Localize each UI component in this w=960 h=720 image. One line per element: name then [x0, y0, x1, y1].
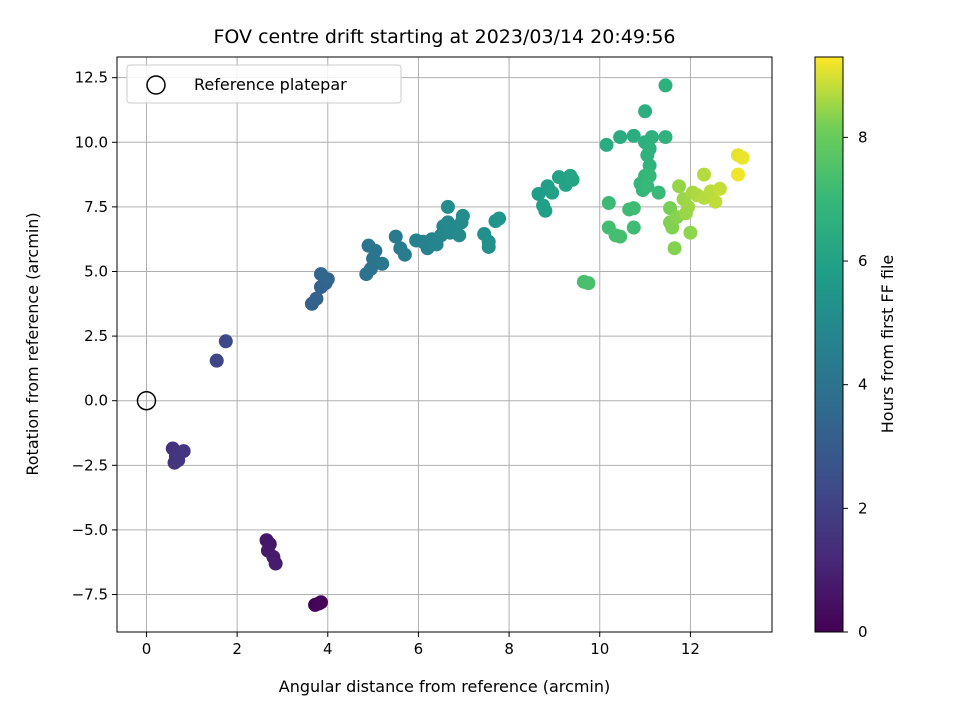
y-tick-label: 12.5 — [75, 69, 108, 87]
reference-marker — [136, 390, 157, 411]
data-point — [268, 556, 283, 571]
data-point — [626, 220, 641, 235]
data-point — [531, 186, 546, 201]
data-point — [309, 291, 324, 306]
data-point — [397, 247, 412, 262]
data-point — [492, 211, 507, 226]
data-point — [658, 78, 673, 93]
data-point — [731, 167, 746, 182]
x-tick-label: 6 — [414, 640, 424, 658]
x-axis-label: Angular distance from reference (arcmin) — [279, 677, 610, 696]
data-point — [644, 130, 659, 145]
x-tick-label: 8 — [504, 640, 514, 658]
data-point — [440, 199, 455, 214]
data-point — [640, 179, 655, 194]
data-point — [313, 595, 328, 610]
x-tick-label: 2 — [232, 640, 242, 658]
data-point — [672, 179, 687, 194]
data-point — [368, 243, 383, 258]
data-point — [209, 353, 224, 368]
data-point — [626, 201, 641, 216]
data-point — [452, 228, 467, 243]
data-point — [176, 444, 191, 459]
data-point — [218, 334, 233, 349]
data-point — [697, 167, 712, 182]
colorbar: 0 2 4 6 8 Hours from first FF file — [814, 56, 897, 641]
data-point — [613, 130, 628, 145]
x-tick-label: 10 — [590, 640, 609, 658]
colorbar-gradient — [814, 56, 844, 633]
data-point — [735, 150, 750, 165]
legend-label: Reference platepar — [194, 75, 347, 94]
x-tick-label: 4 — [323, 640, 333, 658]
colorbar-tick-label: 8 — [858, 128, 868, 146]
data-point — [683, 225, 698, 240]
y-tick-label: 5.0 — [84, 262, 108, 280]
data-point — [678, 206, 693, 221]
data-point — [455, 208, 470, 223]
y-tick-label: 2.5 — [84, 327, 108, 345]
data-point — [388, 229, 403, 244]
data-point — [708, 194, 723, 209]
colorbar-tick-label: 0 — [858, 623, 868, 641]
legend-box — [126, 64, 402, 104]
x-tick-label: 0 — [142, 640, 152, 658]
y-axis-label: Rotation from reference (arcmin) — [23, 212, 42, 475]
data-point — [613, 229, 628, 244]
plot-frame — [116, 56, 773, 633]
y-tick-label: −7.5 — [72, 586, 108, 604]
data-point — [651, 185, 666, 200]
plot-background — [117, 57, 772, 632]
y-tick-label: −5.0 — [72, 521, 108, 539]
colorbar-ticks: 0 2 4 6 8 — [843, 128, 868, 641]
colorbar-tick-label: 4 — [858, 376, 868, 394]
x-tick-label: 12 — [681, 640, 700, 658]
data-point — [712, 181, 727, 196]
data-point — [638, 104, 653, 119]
legend-marker-icon — [146, 75, 166, 95]
data-points — [165, 78, 750, 612]
y-tick-label: 0.0 — [84, 392, 108, 410]
colorbar-tick-label: 2 — [858, 499, 868, 517]
legend: Reference platepar — [126, 64, 402, 104]
data-point — [481, 239, 496, 254]
data-point — [375, 256, 390, 271]
y-axis-ticks: −7.5 −5.0 −2.5 0.0 2.5 5.0 7.5 10.0 12.5 — [72, 69, 117, 604]
data-point — [545, 185, 560, 200]
y-tick-label: 7.5 — [84, 198, 108, 216]
y-tick-label: −2.5 — [72, 456, 108, 474]
y-tick-label: 10.0 — [75, 133, 108, 151]
data-point — [599, 137, 614, 152]
data-point — [538, 203, 553, 218]
colorbar-label: Hours from first FF file — [878, 255, 897, 434]
data-point — [581, 276, 596, 291]
colorbar-tick-label: 6 — [858, 252, 868, 270]
data-point — [626, 128, 641, 143]
data-point — [313, 267, 328, 282]
x-axis-ticks: 0 2 4 6 8 10 12 — [142, 632, 700, 658]
data-point — [658, 130, 673, 145]
data-point — [601, 196, 616, 211]
data-point — [667, 241, 682, 256]
data-point — [565, 172, 580, 187]
chart-title: FOV centre drift starting at 2023/03/14 … — [213, 26, 675, 48]
